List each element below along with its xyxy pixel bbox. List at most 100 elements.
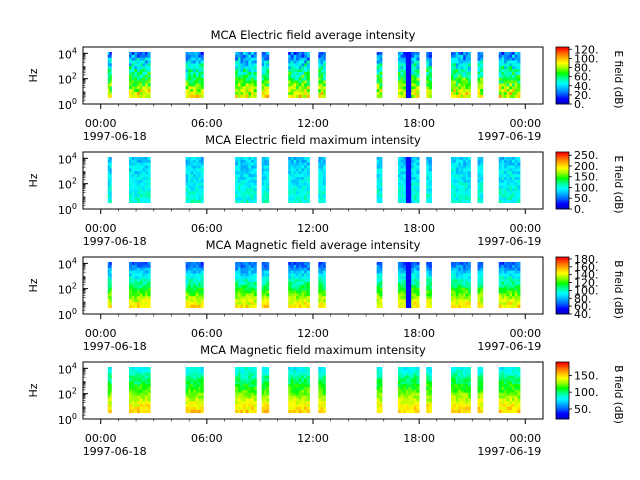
colorbar-tick-label: 40. — [574, 308, 592, 321]
y-tick-label: 100 — [58, 412, 77, 427]
colorbar-tick-label: 150. — [574, 369, 599, 382]
panel-4: MCA Magnetic field maximum intensity 100 1… — [27, 343, 624, 458]
data-block — [451, 262, 471, 309]
data-block — [397, 262, 420, 309]
data-block — [107, 52, 112, 99]
x-end-date: 1997-06-19 — [477, 340, 541, 353]
data-block — [261, 52, 270, 99]
data-block — [498, 52, 521, 99]
data-block — [477, 52, 484, 99]
data-block — [185, 52, 204, 99]
data-block — [498, 157, 521, 204]
colorbar-label: B field (dB) — [612, 365, 624, 424]
panel-title: MCA Electric field average intensity — [211, 28, 416, 42]
colorbar-tick-label: 50. — [574, 192, 592, 205]
data-block — [185, 157, 204, 204]
data-block — [261, 262, 270, 309]
data-block — [397, 52, 420, 99]
data-block — [318, 262, 326, 309]
data-block — [288, 367, 310, 414]
colorbar-frame — [555, 361, 570, 420]
data-block — [107, 367, 112, 414]
colorbar-frame — [555, 256, 570, 315]
y-tick-label: 100 — [58, 97, 77, 112]
data-block — [235, 367, 257, 414]
colorbar-label: B field (dB) — [612, 260, 624, 319]
data-block — [451, 157, 471, 204]
data-block — [318, 52, 326, 99]
data-block — [235, 262, 257, 309]
x-tick-label: 00:00 — [85, 222, 117, 235]
y-axis-label: Hz — [27, 383, 40, 397]
data-block — [426, 52, 432, 99]
x-end-date: 1997-06-19 — [477, 130, 541, 143]
colorbar-tick-label: 80. — [574, 292, 592, 305]
x-start-date: 1997-06-18 — [83, 130, 147, 143]
x-start-date: 1997-06-18 — [83, 235, 147, 248]
y-tick-label: 100 — [58, 307, 77, 322]
colorbar-tick-label: 20. — [574, 89, 592, 102]
data-block — [318, 157, 326, 204]
panel-1: MCA Electric field average intensity 100 1… — [27, 28, 624, 143]
data-block — [397, 157, 420, 204]
panel-2: MCA Electric field maximum intensity 100 1… — [27, 133, 624, 248]
spectrogram — [107, 52, 521, 99]
plot-frame — [82, 151, 544, 210]
colorbar-tick-label: 140. — [574, 269, 599, 282]
colorbar-label: E field (dB) — [612, 50, 624, 108]
colorbar-tick-label: 120. — [574, 43, 599, 56]
data-block — [376, 367, 383, 414]
data-block — [288, 262, 310, 309]
colorbar-tick-label: 40. — [574, 80, 592, 93]
x-tick-label: 00:00 — [85, 327, 117, 340]
colorbar: 0.50.100.150.200.250. E field (dB) — [555, 149, 624, 216]
data-block — [261, 367, 270, 414]
colorbar: 0.20.40.60.80.100.120. E field (dB) — [555, 43, 624, 111]
data-block — [261, 157, 270, 204]
colorbar-frame — [555, 151, 570, 210]
colorbar: 50. 100. 150. B field (dB) — [555, 361, 624, 424]
data-block — [107, 262, 112, 309]
y-tick-label: 104 — [58, 46, 77, 61]
y-axis-label: Hz — [27, 68, 40, 82]
colorbar-tick-label: 80. — [574, 62, 592, 75]
x-end-date: 1997-06-19 — [477, 445, 541, 458]
y-axis-label: Hz — [27, 278, 40, 292]
data-block — [185, 367, 204, 414]
data-block — [397, 367, 420, 414]
y-tick-label: 102 — [58, 72, 77, 87]
data-block — [498, 262, 521, 309]
colorbar-frame — [555, 46, 570, 105]
colorbar-tick-label: 200. — [574, 160, 599, 173]
x-start-date: 1997-06-18 — [83, 340, 147, 353]
colorbar-tick-label: 250. — [574, 149, 599, 162]
x-tick-label: 00:00 — [509, 117, 541, 130]
data-block — [451, 52, 471, 99]
data-block — [129, 367, 151, 414]
data-block — [376, 157, 383, 204]
data-block — [288, 157, 310, 204]
x-tick-label: 12:00 — [297, 117, 329, 130]
colorbar-tick-label: 120. — [574, 277, 599, 290]
x-tick-label: 06:00 — [191, 222, 223, 235]
x-tick-label: 00:00 — [509, 432, 541, 445]
colorbar-tick-label: 50. — [574, 403, 592, 416]
data-block — [185, 262, 204, 309]
x-tick-label: 12:00 — [297, 222, 329, 235]
colorbar-tick-label: 0. — [574, 203, 585, 216]
x-tick-label: 06:00 — [191, 327, 223, 340]
x-tick-label: 00:00 — [85, 432, 117, 445]
x-tick-label: 00:00 — [85, 117, 117, 130]
x-tick-label: 18:00 — [403, 432, 435, 445]
y-tick-label: 102 — [58, 282, 77, 297]
y-axis-label: Hz — [27, 173, 40, 187]
data-block — [451, 367, 471, 414]
x-tick-label: 00:00 — [509, 327, 541, 340]
x-tick-label: 06:00 — [191, 117, 223, 130]
y-tick-label: 104 — [58, 151, 77, 166]
data-block — [318, 367, 326, 414]
data-block — [376, 52, 383, 99]
colorbar-tick-label: 160. — [574, 261, 599, 274]
data-block — [426, 262, 432, 309]
